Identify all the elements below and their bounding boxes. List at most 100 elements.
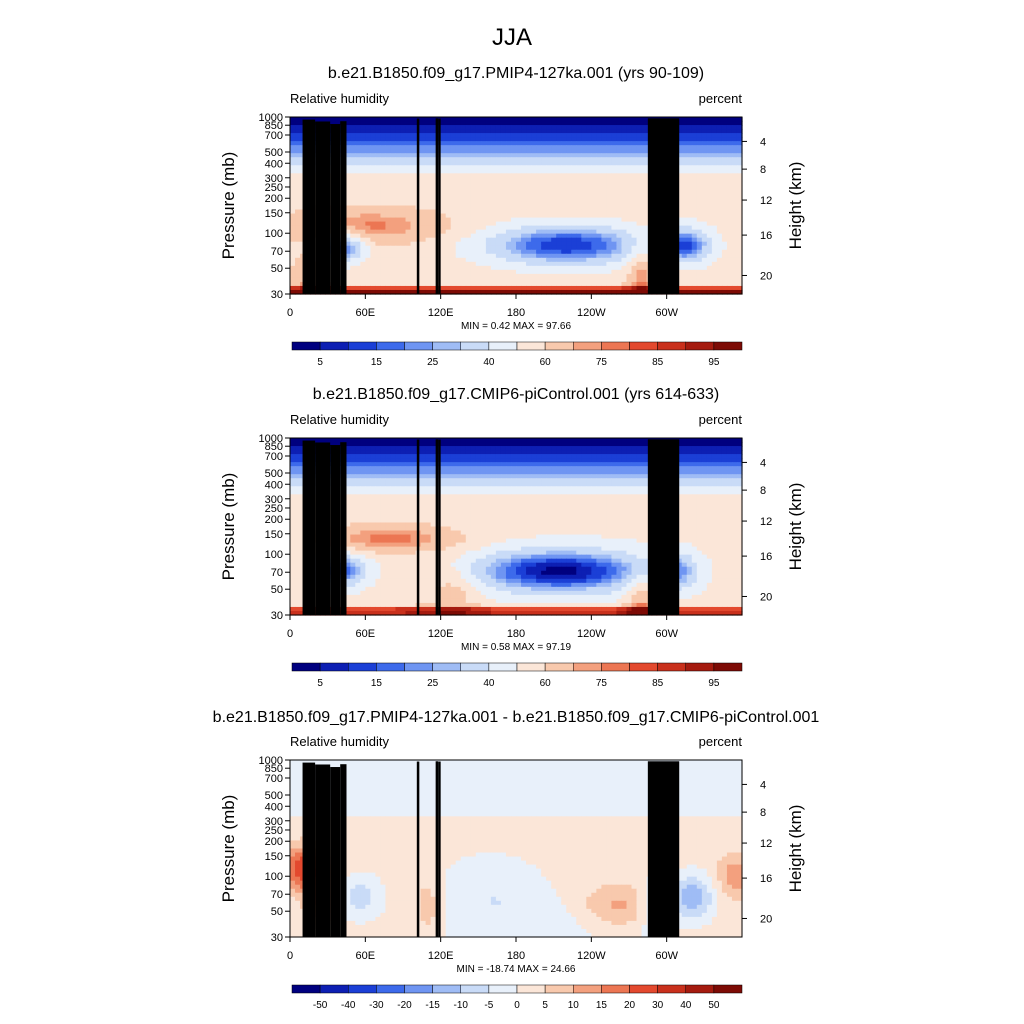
heatmap-cell: [430, 273, 437, 279]
heatmap-cell: [360, 173, 366, 178]
heatmap-cell: [290, 221, 296, 227]
heatmap-cell: [480, 141, 487, 146]
heatmap-cell: [345, 462, 351, 467]
heatmap-cell: [536, 129, 542, 134]
heatmap-cell: [420, 209, 427, 215]
heatmap-cell: [380, 289, 387, 295]
heatmap-cell: [606, 257, 613, 263]
heatmap-cell: [566, 285, 572, 291]
heatmap-cell: [345, 454, 351, 459]
heatmap-cell: [495, 149, 502, 154]
heatmap-cell: [455, 161, 462, 166]
heatmap-cell: [350, 217, 356, 223]
heatmap-cell: [726, 129, 733, 134]
heatmap-cell: [546, 233, 552, 239]
heatmap-cell: [455, 277, 462, 283]
heatmap-cell: [505, 229, 512, 235]
heatmap-cell: [345, 233, 351, 239]
heatmap-cell: [561, 165, 567, 170]
heatmap-cell: [430, 458, 437, 463]
heatmap-cell: [626, 153, 633, 158]
heatmap-cell: [721, 141, 728, 146]
heatmap-cell: [495, 281, 502, 287]
heatmap-cell: [726, 233, 733, 239]
heatmap-cell: [726, 193, 733, 199]
heatmap-cell: [556, 197, 562, 203]
heatmap-cell: [390, 133, 397, 138]
heatmap-cell: [541, 169, 547, 174]
heatmap-cell: [546, 450, 552, 455]
heatmap-cell: [425, 281, 432, 287]
heatmap-cell: [686, 474, 693, 479]
heatmap-cell: [410, 454, 417, 459]
min-max-text: MIN = 0.42 MAX = 97.66: [461, 321, 571, 332]
heatmap-cell: [621, 245, 628, 251]
heatmap-cell: [716, 141, 723, 146]
heatmap-cell: [475, 446, 482, 451]
heatmap-cell: [505, 458, 512, 463]
heatmap-cell: [691, 277, 698, 283]
heatmap-cell: [470, 241, 477, 247]
heatmap-cell: [380, 221, 387, 227]
heatmap-cell: [686, 165, 693, 170]
heatmap-cell: [390, 181, 397, 186]
colorbar-label: 5: [317, 357, 323, 368]
heatmap-cell: [365, 209, 371, 215]
heatmap-cell: [510, 141, 517, 146]
heatmap-cell: [526, 257, 532, 263]
heatmap-cell: [616, 193, 623, 199]
heatmap-cell: [676, 257, 683, 263]
heatmap-cell: [731, 165, 738, 170]
heatmap-cell: [551, 153, 557, 158]
height-tick-label: 8: [760, 164, 766, 176]
heatmap-cell: [395, 141, 402, 146]
heatmap-cell: [681, 121, 688, 126]
heatmap-cell: [736, 462, 743, 467]
heatmap-cell: [425, 253, 432, 259]
heatmap-cell: [345, 189, 351, 195]
heatmap-cell: [485, 458, 492, 463]
heatmap-cell: [405, 201, 412, 207]
heatmap-cell: [470, 125, 477, 130]
heatmap-cell: [551, 185, 557, 191]
heatmap-cell: [541, 173, 547, 178]
heatmap-cell: [711, 458, 718, 463]
heatmap-cell: [470, 454, 477, 459]
heatmap-cell: [591, 237, 597, 243]
heatmap-cell: [541, 253, 547, 259]
heatmap-cell: [526, 474, 532, 479]
heatmap-cell: [295, 121, 301, 126]
heatmap-cell: [385, 249, 392, 255]
heatmap-cell: [641, 277, 648, 283]
heatmap-cell: [531, 193, 537, 199]
heatmap-cell: [490, 189, 497, 195]
heatmap-cell: [571, 470, 577, 475]
heatmap-cell: [495, 478, 502, 483]
heatmap-cell: [521, 117, 527, 122]
heatmap-cell: [586, 161, 592, 166]
heatmap-cell: [440, 125, 447, 130]
heatmap-cell: [726, 141, 733, 146]
panel-title: b.e21.B1850.f09_g17.CMIP6-piControl.001 …: [313, 386, 719, 403]
heatmap-cell: [420, 466, 427, 471]
heatmap-cell: [465, 249, 472, 255]
heatmap-cell: [591, 173, 597, 178]
heatmap-cell: [480, 133, 487, 138]
heatmap-cell: [531, 233, 537, 239]
heatmap-cell: [405, 237, 412, 243]
heatmap-cell: [731, 273, 738, 279]
heatmap-cell: [500, 189, 507, 195]
heatmap-cell: [516, 149, 522, 154]
heatmap-cell: [370, 161, 376, 166]
heatmap-cell: [405, 261, 412, 267]
heatmap-cell: [626, 145, 633, 150]
heatmap-cell: [430, 217, 437, 223]
heatmap-cell: [375, 153, 381, 158]
heatmap-cell: [355, 289, 361, 295]
heatmap-cell: [505, 189, 512, 195]
heatmap-cell: [430, 229, 437, 235]
heatmap-cell: [736, 474, 743, 479]
heatmap-cell: [606, 153, 613, 158]
heatmap-cell: [576, 289, 582, 295]
heatmap-cell: [571, 177, 577, 182]
